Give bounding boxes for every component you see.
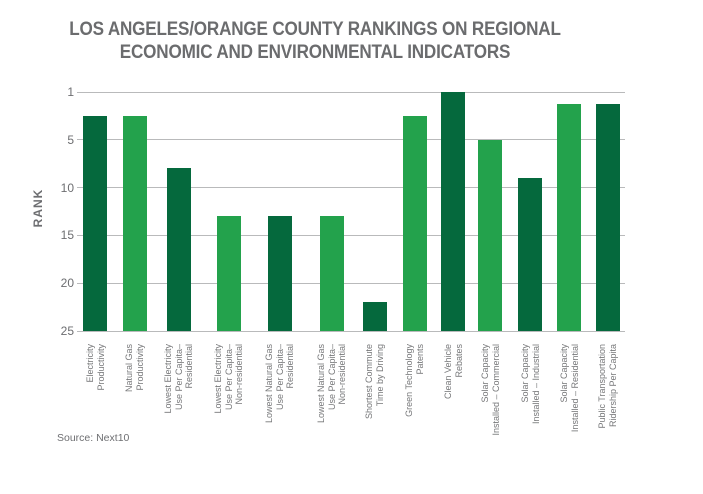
chart-bar	[557, 103, 581, 331]
gridline	[77, 187, 625, 189]
chart-bar	[441, 92, 465, 331]
x-axis-label: Solar Capacity Installed – Commercial	[479, 344, 501, 436]
gridline	[77, 330, 625, 332]
x-axis-label: Clean Vehicle Rebates	[442, 344, 464, 400]
y-tick-label: 25	[60, 324, 74, 338]
chart-title: LOS ANGELES/ORANGE COUNTY RANKINGS ON RE…	[32, 18, 599, 64]
y-tick-label: 5	[67, 132, 74, 147]
source-note: Source: Next10	[57, 432, 130, 444]
chart-bar	[217, 216, 241, 331]
chart-bar	[83, 115, 107, 331]
x-axis-label: Shortest Commute Time by Driving	[364, 344, 385, 420]
chart-bar	[518, 178, 542, 331]
chart-bar	[268, 216, 292, 331]
chart-bar	[362, 302, 387, 331]
x-axis-label: Lowest Natural Gas Use Per Capita– Non-r…	[315, 344, 347, 424]
chart-title-line1: LOS ANGELES/ORANGE COUNTY RANKINGS ON RE…	[69, 19, 561, 40]
x-axis-label: Green Technology Patents	[404, 344, 425, 417]
y-tick-label: 20	[60, 276, 74, 291]
x-axis-label: Lowest Natural Gas Use Per Capita– Resid…	[264, 344, 296, 424]
chart-bar	[478, 139, 502, 331]
chart-bar	[319, 216, 344, 331]
chart-bar	[122, 115, 147, 331]
x-axis-label: Lowest Electricity Use Per Capita– Resid…	[163, 344, 195, 414]
gridline	[77, 282, 625, 284]
y-tick-label: 15	[60, 228, 74, 243]
chart-bar	[402, 115, 427, 331]
x-axis-label: Lowest Electricity Use Per Capita– Non-r…	[213, 344, 245, 414]
x-axis-label: Natural Gas Productivity	[124, 344, 145, 393]
y-tick-label: 1	[67, 85, 74, 99]
x-axis-label: Solar Capacity Installed – Industrial	[519, 344, 541, 425]
chart-title-line2: ECONOMIC AND ENVIRONMENTAL INDICATORS	[119, 42, 511, 63]
gridline	[77, 139, 625, 141]
gridline	[77, 234, 625, 236]
x-axis-label: Electricity Productivity	[84, 344, 106, 391]
y-tick-label: 10	[60, 180, 74, 195]
chart-bar	[595, 103, 620, 331]
gridline	[77, 91, 625, 93]
chart-bar	[167, 168, 191, 331]
x-axis-label: Public Transportation Ridership Per Capi…	[597, 344, 618, 429]
x-axis-label: Solar Capacity Installed – Residential	[558, 344, 580, 433]
